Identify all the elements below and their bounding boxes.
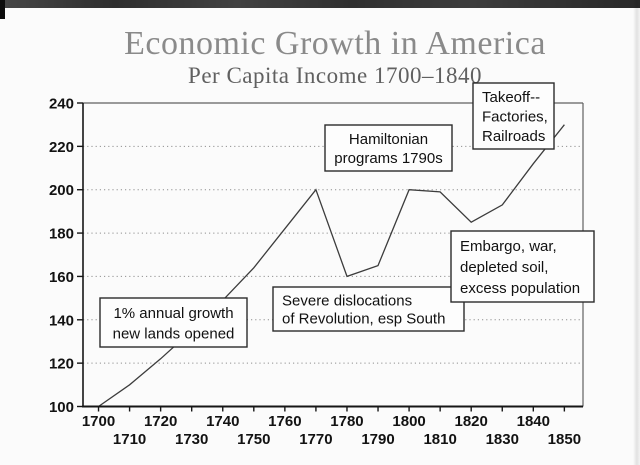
x-tick-label: 1740 bbox=[206, 413, 239, 430]
scan-top-bar bbox=[0, 0, 640, 8]
annotation-text-embargo: excess population bbox=[460, 280, 580, 297]
chart-subtitle: Per Capita Income 1700–1840 bbox=[188, 63, 482, 88]
annotation-text-growth: 1% annual growth bbox=[113, 305, 233, 322]
annotation-text-hamiltonian: programs 1790s bbox=[334, 150, 442, 167]
annotation-box-hamiltonian bbox=[324, 124, 453, 172]
x-tick-label: 1700 bbox=[82, 413, 115, 430]
x-tick-label: 1780 bbox=[330, 413, 363, 430]
annotation-box-embargo bbox=[450, 230, 595, 303]
y-tick-label: 120 bbox=[49, 356, 74, 373]
annotation-text-dislocations: Severe dislocations bbox=[282, 293, 412, 310]
x-tick-label: 1820 bbox=[455, 413, 488, 430]
y-tick-label: 200 bbox=[49, 182, 74, 199]
x-tick-label: 1850 bbox=[548, 431, 581, 448]
annotation-text-hamiltonian: Hamiltonian bbox=[349, 131, 428, 148]
y-tick-label: 220 bbox=[49, 139, 74, 156]
y-tick-label: 240 bbox=[49, 96, 74, 113]
annotation-text-embargo: depleted soil, bbox=[460, 259, 548, 276]
x-tick-label: 1710 bbox=[113, 431, 146, 448]
y-tick-label: 140 bbox=[49, 312, 74, 329]
x-tick-label: 1840 bbox=[517, 413, 550, 430]
annotation-box-growth bbox=[99, 297, 248, 348]
x-tick-label: 1750 bbox=[237, 431, 270, 448]
annotation-text-takeoff: Factories, bbox=[482, 109, 548, 126]
x-tick-label: 1760 bbox=[268, 413, 301, 430]
x-tick-label: 1830 bbox=[486, 431, 519, 448]
annotation-text-dislocations: of Revolution, esp South bbox=[282, 311, 445, 328]
y-tick-label: 160 bbox=[49, 269, 74, 286]
photo-edge bbox=[633, 0, 640, 465]
annotation-box-dislocations bbox=[272, 286, 465, 332]
annotation-box-takeoff bbox=[472, 82, 555, 150]
x-tick-label: 1770 bbox=[299, 431, 332, 448]
annotation-text-takeoff: Railroads bbox=[482, 128, 545, 145]
chart-title: Economic Growth in America bbox=[124, 25, 546, 62]
y-tick-label: 180 bbox=[49, 226, 74, 243]
annotation-text-embargo: Embargo, war, bbox=[460, 238, 557, 255]
x-tick-label: 1790 bbox=[361, 431, 394, 448]
x-tick-label: 1810 bbox=[423, 431, 456, 448]
x-tick-label: 1800 bbox=[392, 413, 425, 430]
annotation-text-growth: new lands opened bbox=[113, 325, 235, 342]
x-tick-label: 1730 bbox=[175, 431, 208, 448]
x-tick-label: 1720 bbox=[144, 413, 177, 430]
annotation-text-takeoff: Takeoff-- bbox=[482, 89, 540, 106]
y-tick-label: 100 bbox=[49, 399, 74, 416]
corner-mark bbox=[0, 0, 5, 19]
